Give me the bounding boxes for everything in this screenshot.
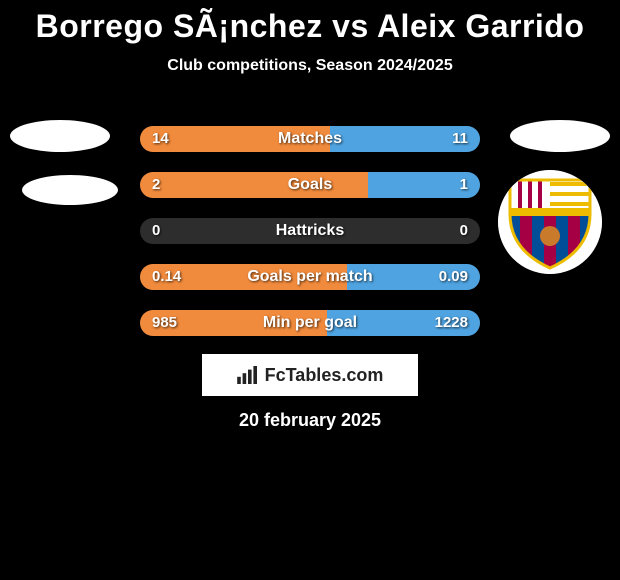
fctables-label: FcTables.com [265, 365, 384, 386]
stat-row: 21Goals [140, 172, 480, 198]
stat-row: 00Hattricks [140, 218, 480, 244]
player-left-avatar-2 [22, 175, 118, 205]
date-text: 20 february 2025 [0, 410, 620, 431]
stats-container: 1411Matches 21Goals 00Hattricks 0.140.09Goa… [140, 126, 480, 356]
player-left-avatar-1 [10, 120, 110, 152]
bar-chart-icon [237, 366, 259, 384]
stat-label: Goals per match [140, 264, 480, 290]
stat-row: 9851228Min per goal [140, 310, 480, 336]
stat-label: Hattricks [140, 218, 480, 244]
stat-label: Min per goal [140, 310, 480, 336]
player-right-avatar [510, 120, 610, 152]
stat-row: 0.140.09Goals per match [140, 264, 480, 290]
club-crest-right [498, 170, 602, 274]
page-title: Borrego SÃ¡nchez vs Aleix Garrido [0, 0, 620, 45]
stat-label: Matches [140, 126, 480, 152]
stat-row: 1411Matches [140, 126, 480, 152]
fctables-watermark: FcTables.com [202, 354, 418, 396]
subtitle: Club competitions, Season 2024/2025 [0, 57, 620, 75]
stat-label: Goals [140, 172, 480, 198]
